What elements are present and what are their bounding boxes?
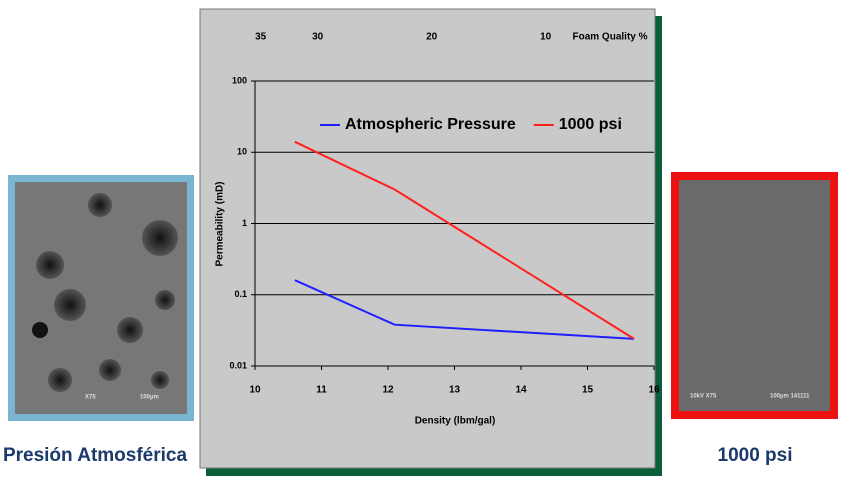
legend-label: 1000 psi (559, 116, 622, 133)
image-caption: Presión Atmosférica (3, 445, 188, 466)
image-caption: 1000 psi (718, 445, 793, 466)
x-tick-label: 11 (316, 385, 327, 396)
y-axis-label: Permeability (mD) (215, 181, 226, 266)
x-tick-label: 16 (648, 385, 660, 396)
sem-pores (32, 193, 178, 392)
legend-label: Atmospheric Pressure (345, 116, 516, 133)
x-axis-label: Density (lbm/gal) (415, 416, 496, 427)
plot: 100 10 1 0.1 0.01 10 11 12 13 14 15 16 35 30 20 10 Atmos… (229, 32, 660, 396)
x-tick-label: 15 (582, 385, 594, 396)
x-tick-label: 10 (249, 385, 261, 396)
image-label: 100µm 141111 (770, 394, 810, 400)
x2-axis-label: Foam Quality % (572, 32, 647, 43)
series-line (294, 140, 635, 340)
y-tick-label: 100 (232, 75, 247, 85)
chart-panel (199, 8, 656, 469)
y-tick-label: 0.1 (234, 289, 247, 299)
series-line (294, 279, 635, 340)
x2-tick-label: 30 (312, 32, 324, 43)
x-tick-label: 12 (382, 385, 394, 396)
image-label: 100µm (140, 395, 159, 401)
x2-tick-label: 20 (426, 32, 438, 43)
x-tick-label: 14 (515, 385, 527, 396)
y-tick-label: 1 (242, 218, 247, 228)
x-tick-label: 13 (449, 385, 461, 396)
image-label: X75 (85, 395, 96, 401)
y-tick-label: 0.01 (229, 360, 247, 370)
image-label: 10kV X75 (690, 394, 717, 400)
x2-tick-label: 35 (255, 32, 267, 43)
y-tick-label: 10 (237, 147, 247, 157)
sem-image (679, 180, 830, 411)
x2-tick-label: 10 (540, 32, 552, 43)
